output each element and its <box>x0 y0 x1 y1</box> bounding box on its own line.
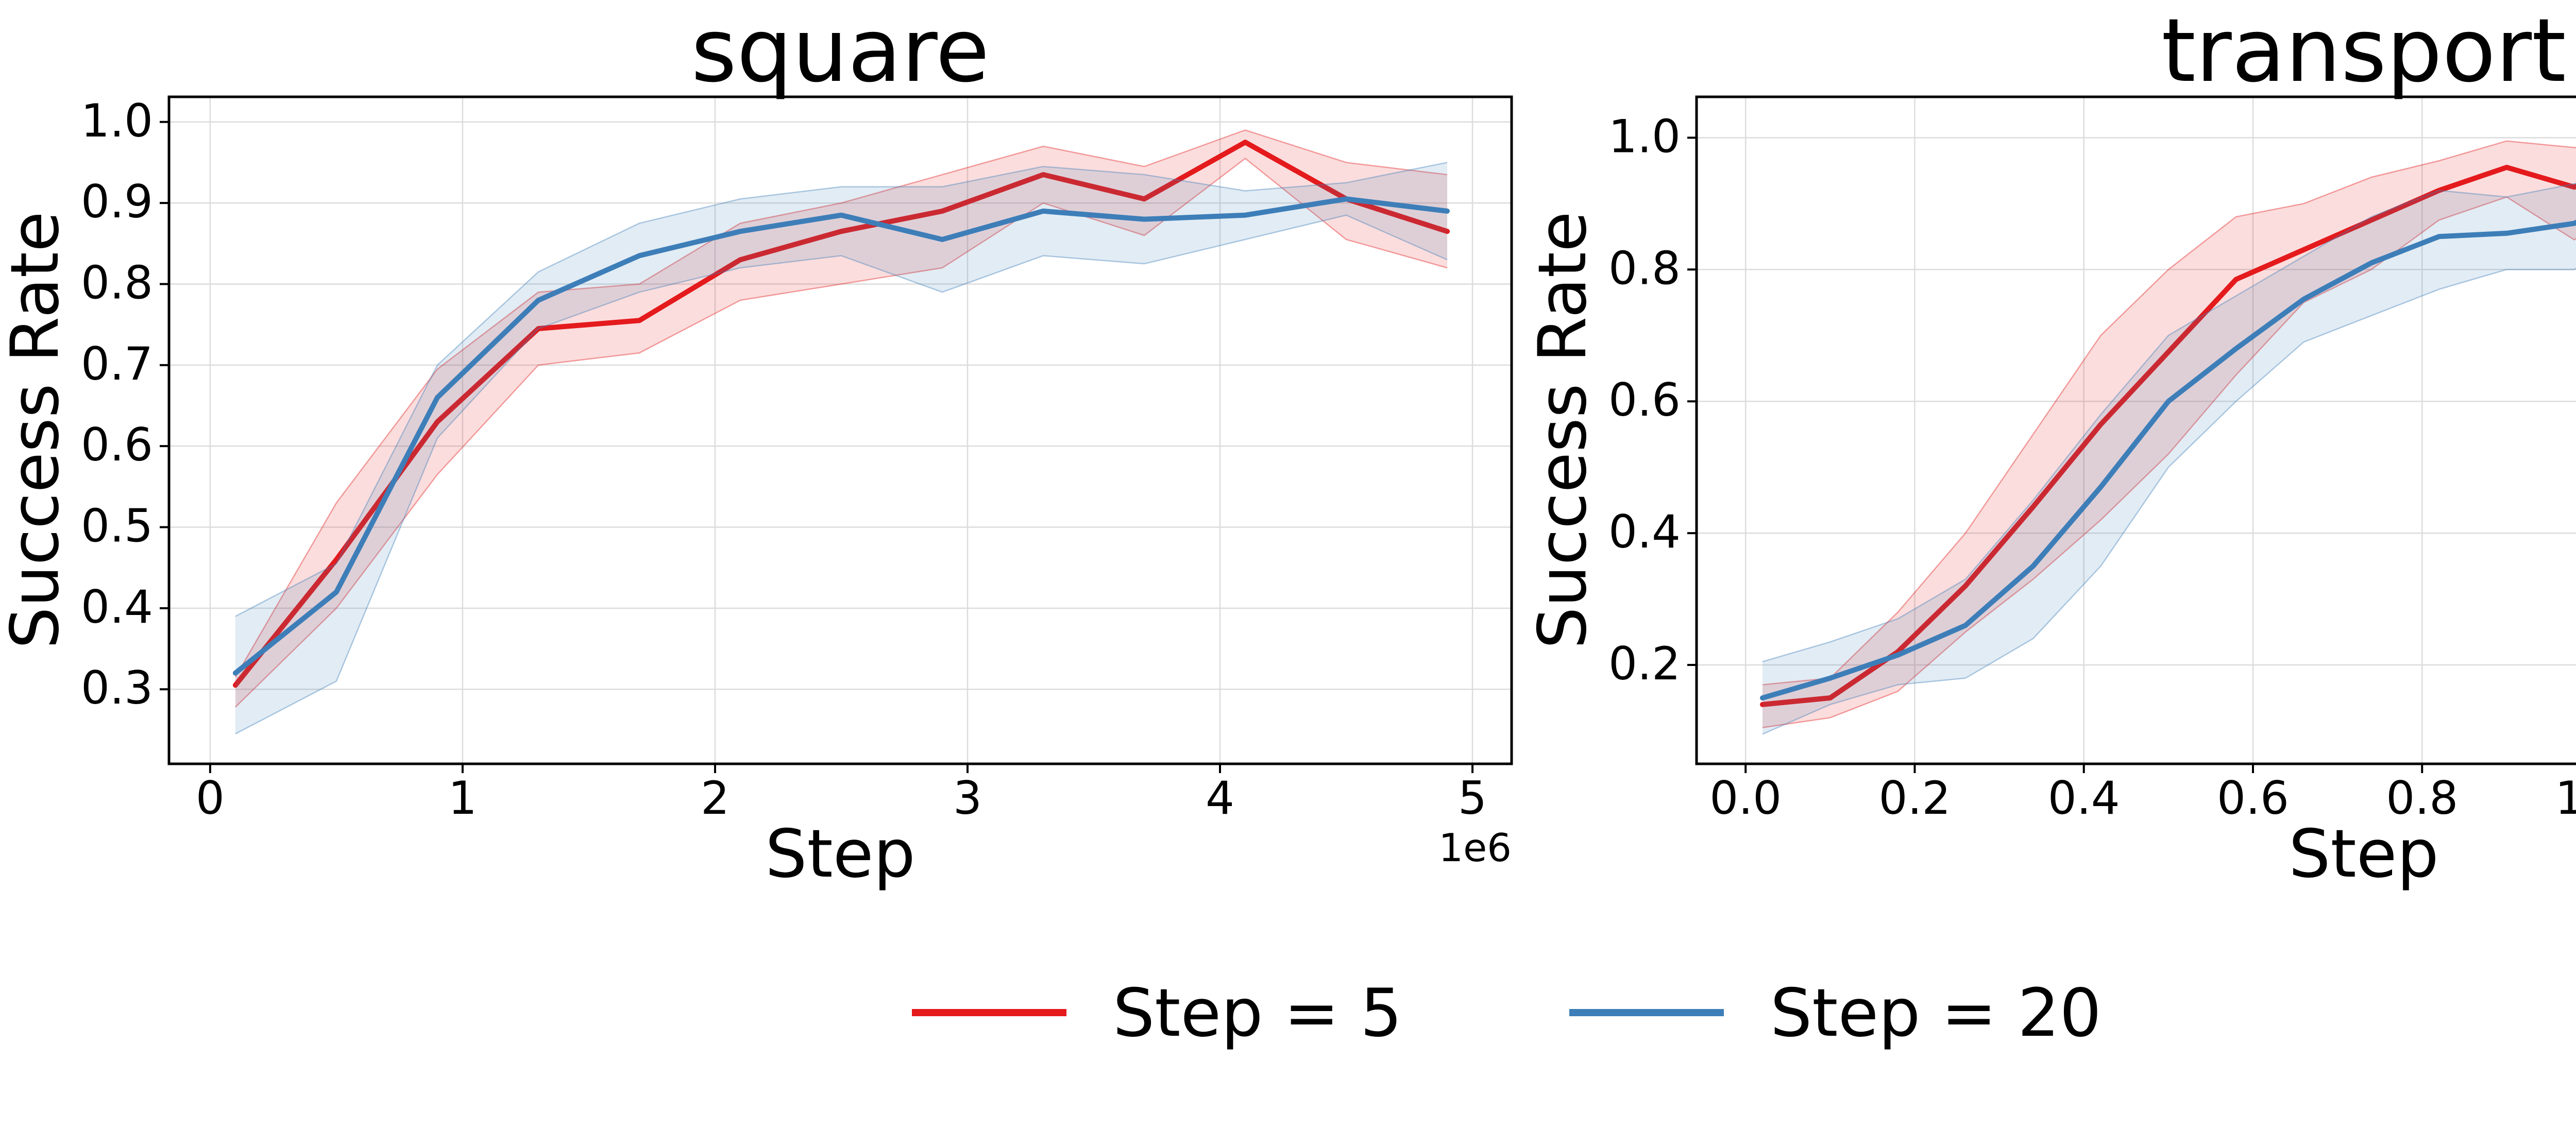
confidence-band-edge <box>235 214 1448 734</box>
x-tick-label: 2 <box>701 772 730 825</box>
x-tick-label: 1.0 <box>2555 772 2576 825</box>
legend-label-step-20: Step = 20 <box>1770 975 2102 1052</box>
y-tick-label: 0.8 <box>81 256 153 309</box>
x-tick-label: 5 <box>1458 772 1487 825</box>
y-tick-label: 0.8 <box>1608 242 1681 295</box>
right-chart-title: transport <box>2161 0 2566 102</box>
confidence-band-edge <box>1762 196 2576 728</box>
y-tick-label: 1.0 <box>1608 110 1681 163</box>
x-tick-label: 0 <box>196 772 225 825</box>
confidence-band-edge <box>1762 267 2576 735</box>
y-tick-label: 1.0 <box>81 94 153 147</box>
left-x-axis-label: Step <box>765 816 915 893</box>
confidence-band-edge <box>1762 182 2576 662</box>
transport-plot-area: 0.00.20.40.60.81.01.21.40.20.40.60.81.0 <box>1608 95 2576 825</box>
y-tick-label: 0.5 <box>81 500 153 553</box>
series-line <box>1760 219 2576 701</box>
y-tick-label: 0.4 <box>1608 505 1681 558</box>
confidence-band <box>1762 183 2576 734</box>
series-line <box>232 140 1450 688</box>
confidence-band <box>1762 141 2576 728</box>
axes-spines <box>167 95 1513 765</box>
legend: Step = 5 Step = 20 <box>912 975 2102 1052</box>
legend-label-step-5: Step = 5 <box>1113 975 1402 1052</box>
x-tick-label: 0.2 <box>1878 772 1951 825</box>
left-y-axis-label: Success Rate <box>0 211 74 648</box>
right-x-axis-label: Step <box>2289 816 2438 893</box>
x-tick-label: 0.8 <box>2386 772 2458 825</box>
x-tick-label: 4 <box>1206 772 1234 825</box>
confidence-band-edge <box>1762 140 2576 686</box>
y-tick-label: 0.6 <box>1608 373 1681 426</box>
y-tick-label: 0.3 <box>81 661 153 714</box>
confidence-band-edge <box>234 129 1448 678</box>
y-tick-label: 0.7 <box>81 337 153 390</box>
y-tick-label: 0.2 <box>1608 637 1681 690</box>
x-tick-label: 0.0 <box>1709 772 1782 825</box>
square-plot-area: 0 1 2 3 4 5 0.3 0.4 0.5 0.6 0.7 0.8 0.9 1.0 <box>81 94 1513 825</box>
confidence-band-edge <box>235 157 1448 708</box>
left-chart-title: square <box>691 0 989 102</box>
confidence-band-edge <box>235 162 1448 617</box>
axes-spines <box>1695 95 2576 765</box>
y-tick-label: 0.9 <box>81 175 153 228</box>
x-tick-label: 3 <box>953 772 982 825</box>
y-tick-label: 0.6 <box>81 418 153 471</box>
y-tick-label: 0.4 <box>81 580 153 634</box>
x-tick-label: 0.4 <box>2048 772 2120 825</box>
right-y-axis-label: Success Rate <box>1524 211 1601 648</box>
x-tick-label: 0.6 <box>2217 772 2289 825</box>
series-line <box>232 196 1450 676</box>
series-line <box>1760 164 2576 707</box>
left-x-axis-offset-label: 1e6 <box>1438 825 1512 870</box>
confidence-band <box>235 162 1448 734</box>
x-tick-label: 1 <box>448 772 477 825</box>
